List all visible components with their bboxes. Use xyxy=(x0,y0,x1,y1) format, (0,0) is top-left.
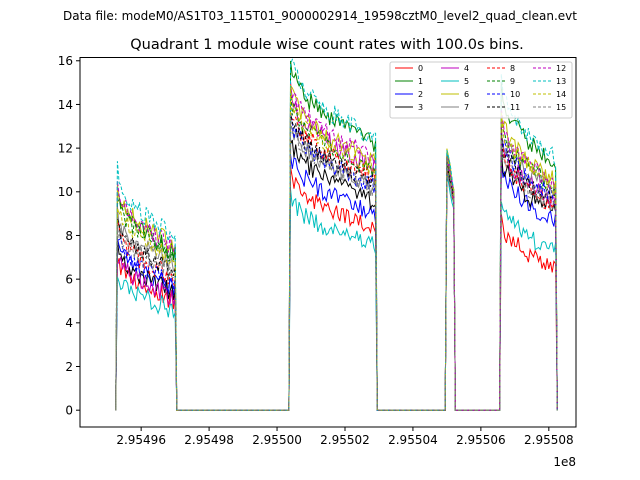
series-line-14 xyxy=(115,87,558,411)
series-line-8 xyxy=(115,114,558,411)
series-line-10 xyxy=(115,113,558,411)
legend-label: 10 xyxy=(510,90,520,99)
y-tick-label: 10 xyxy=(58,185,73,199)
series-line-3 xyxy=(115,139,558,411)
legend-label: 8 xyxy=(510,64,515,73)
x-tick-label: 2.95506 xyxy=(456,433,506,447)
y-axis: 0 2 4 6 8 10 12 14 16 xyxy=(58,54,80,417)
series-line-4 xyxy=(115,82,558,411)
legend-label: 6 xyxy=(464,90,469,99)
legend-label: 2 xyxy=(418,90,423,99)
chart-suptitle: Data file: modeM0/AS1T03_115T01_90000029… xyxy=(63,9,577,23)
x-axis: 2.95496 2.95498 2.95500 2.95502 2.95504 2.955… xyxy=(116,427,574,447)
series-line-13 xyxy=(115,58,558,411)
series-line-12 xyxy=(115,85,558,411)
series-line-2 xyxy=(115,152,558,411)
y-tick-label: 2 xyxy=(65,360,73,374)
x-tick-label: 2.95496 xyxy=(116,433,166,447)
legend-label: 9 xyxy=(510,77,515,86)
series-line-6 xyxy=(115,83,558,411)
x-tick-label: 2.95498 xyxy=(184,433,234,447)
plot-frame xyxy=(79,57,577,428)
plot-series-group xyxy=(115,58,558,411)
x-tick-label: 2.95500 xyxy=(252,433,302,447)
legend-label: 0 xyxy=(418,64,423,73)
series-line-11 xyxy=(115,112,558,411)
x-tick-label: 2.95504 xyxy=(388,433,438,447)
y-tick-label: 16 xyxy=(58,54,73,68)
legend-label: 5 xyxy=(464,77,469,86)
legend-label: 12 xyxy=(556,64,566,73)
series-line-15 xyxy=(115,117,558,411)
y-tick-label: 8 xyxy=(65,229,73,243)
y-tick-label: 12 xyxy=(58,141,73,155)
legend-label: 1 xyxy=(418,77,423,86)
legend-label: 11 xyxy=(510,103,520,112)
legend-label: 4 xyxy=(464,64,469,73)
x-offset-label: 1e8 xyxy=(553,455,576,469)
legend-label: 13 xyxy=(556,77,566,86)
y-tick-label: 4 xyxy=(65,316,73,330)
series-line-5 xyxy=(115,175,558,411)
legend-label: 3 xyxy=(418,103,423,112)
series-line-9 xyxy=(115,88,558,411)
x-tick-label: 2.95508 xyxy=(524,433,574,447)
y-tick-label: 0 xyxy=(65,403,73,417)
legend-label: 14 xyxy=(556,90,566,99)
chart-title: Quadrant 1 module wise count rates with … xyxy=(130,37,524,53)
legend-frame xyxy=(389,61,573,119)
x-tick-label: 2.95502 xyxy=(320,433,370,447)
series-line-7 xyxy=(115,124,558,411)
series-line-0 xyxy=(115,167,558,411)
y-tick-label: 14 xyxy=(58,98,73,112)
legend-label: 15 xyxy=(556,103,566,112)
legend-label: 7 xyxy=(464,103,469,112)
y-tick-label: 6 xyxy=(65,272,73,286)
